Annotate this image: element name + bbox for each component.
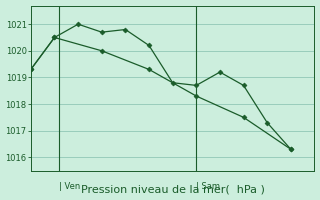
X-axis label: Pression niveau de la mer(  hPa ): Pression niveau de la mer( hPa ): [81, 184, 265, 194]
Text: | Sam: | Sam: [196, 182, 220, 191]
Text: | Ven: | Ven: [59, 182, 80, 191]
